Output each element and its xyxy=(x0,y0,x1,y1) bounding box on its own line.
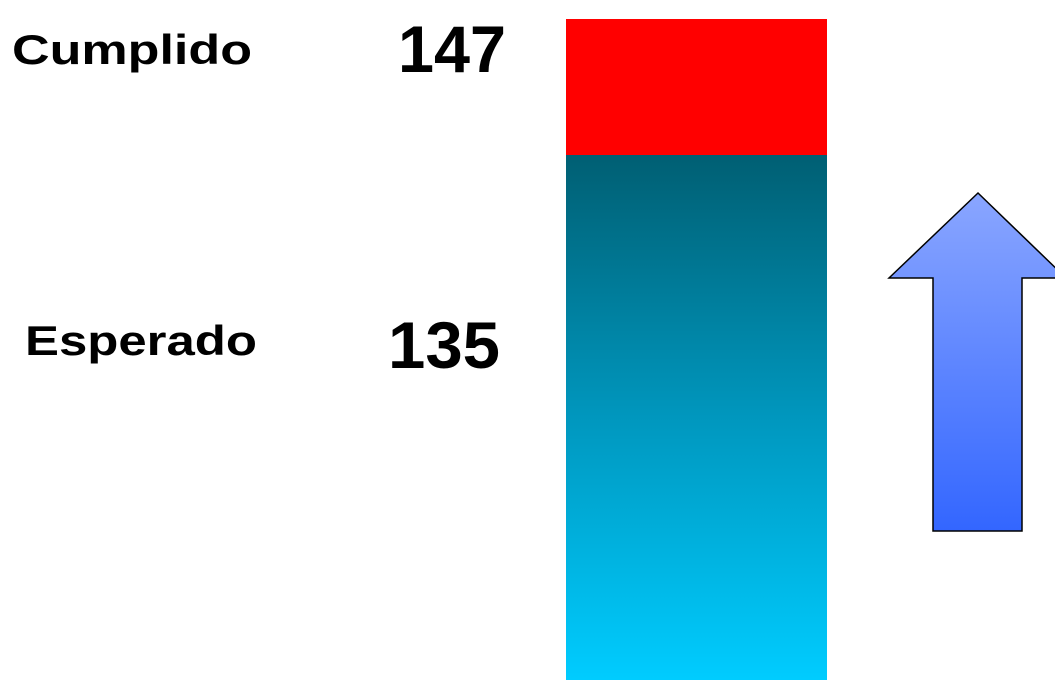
bar-top xyxy=(566,19,827,156)
bar-bottom xyxy=(566,155,827,680)
item-value: 147 xyxy=(398,12,506,86)
up-arrow xyxy=(887,191,1055,532)
item-label: Esperado xyxy=(25,317,257,364)
item-value: 135 xyxy=(388,308,500,382)
item-label: Cumplido xyxy=(12,26,252,73)
